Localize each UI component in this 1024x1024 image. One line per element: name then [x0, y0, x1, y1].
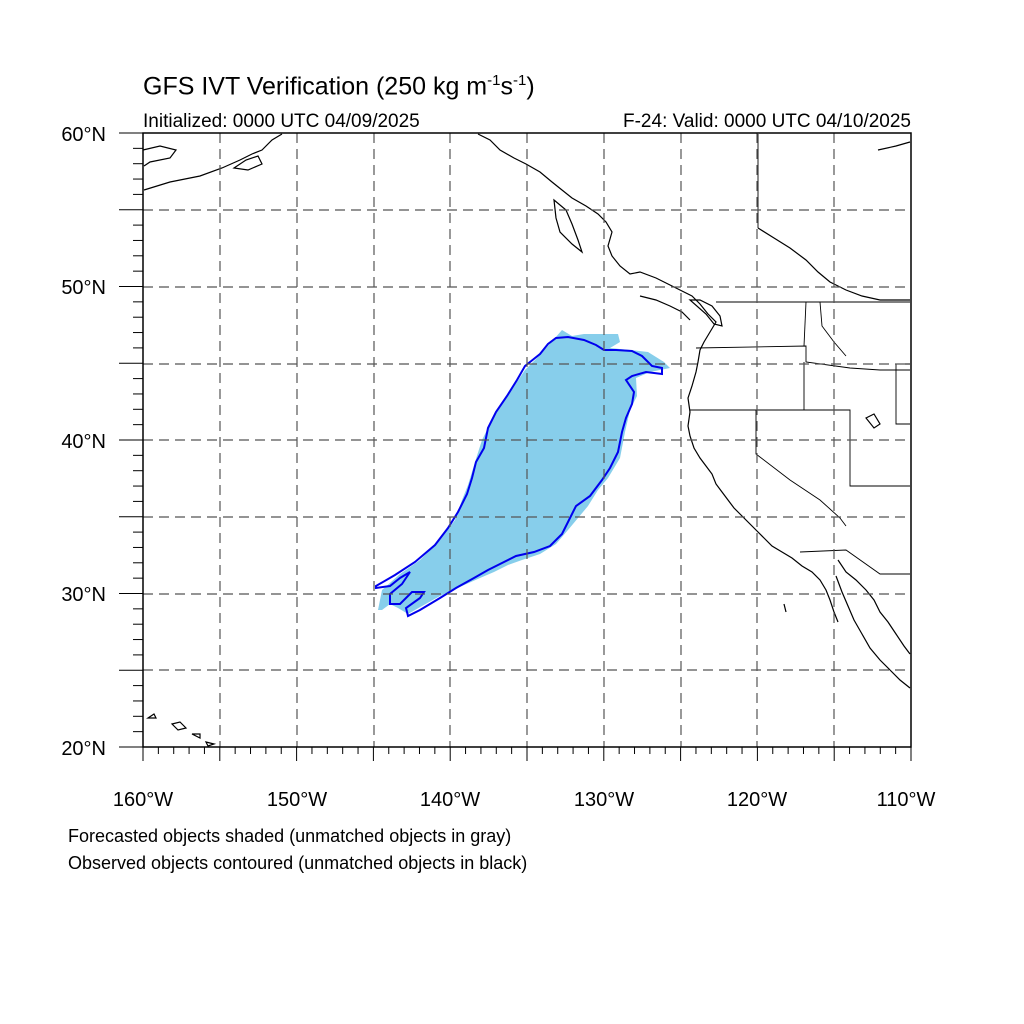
- map-title: GFS IVT Verification (250 kg m-1s-1): [143, 72, 535, 101]
- lon-label-110w: 110°W: [877, 789, 936, 811]
- lat-label-60n: 60°N: [61, 124, 106, 146]
- lon-label-130w: 130°W: [574, 789, 634, 811]
- lat-label-40n: 40°N: [61, 431, 106, 453]
- lat-label-50n: 50°N: [61, 277, 106, 299]
- lat-label-20n: 20°N: [61, 738, 106, 760]
- tick-marks: [119, 132, 912, 761]
- observed-object-contour: [375, 335, 663, 618]
- forecast-legend-note: Forecasted objects shaded (unmatched obj…: [68, 826, 512, 846]
- lon-label-120w: 120°W: [727, 789, 787, 811]
- valid-time-label: F-24: Valid: 0000 UTC 04/10/2025: [623, 111, 911, 132]
- lon-label-140w: 140°W: [420, 789, 480, 811]
- lon-labels: 160°W 150°W 140°W 130°W 120°W 110°W: [113, 789, 936, 811]
- lon-label-150w: 150°W: [267, 789, 327, 811]
- lat-label-30n: 30°N: [61, 584, 106, 606]
- forecast-object: [378, 330, 670, 614]
- state-borders: [690, 134, 910, 575]
- observed-legend-note: Observed objects contoured (unmatched ob…: [68, 853, 528, 873]
- init-time-label: Initialized: 0000 UTC 04/09/2025: [143, 111, 420, 132]
- lat-labels: 60°N 50°N 40°N 30°N 20°N: [61, 124, 106, 760]
- lon-gridlines: [219, 133, 835, 747]
- lon-label-160w: 160°W: [113, 789, 173, 811]
- coastlines: [142, 133, 911, 747]
